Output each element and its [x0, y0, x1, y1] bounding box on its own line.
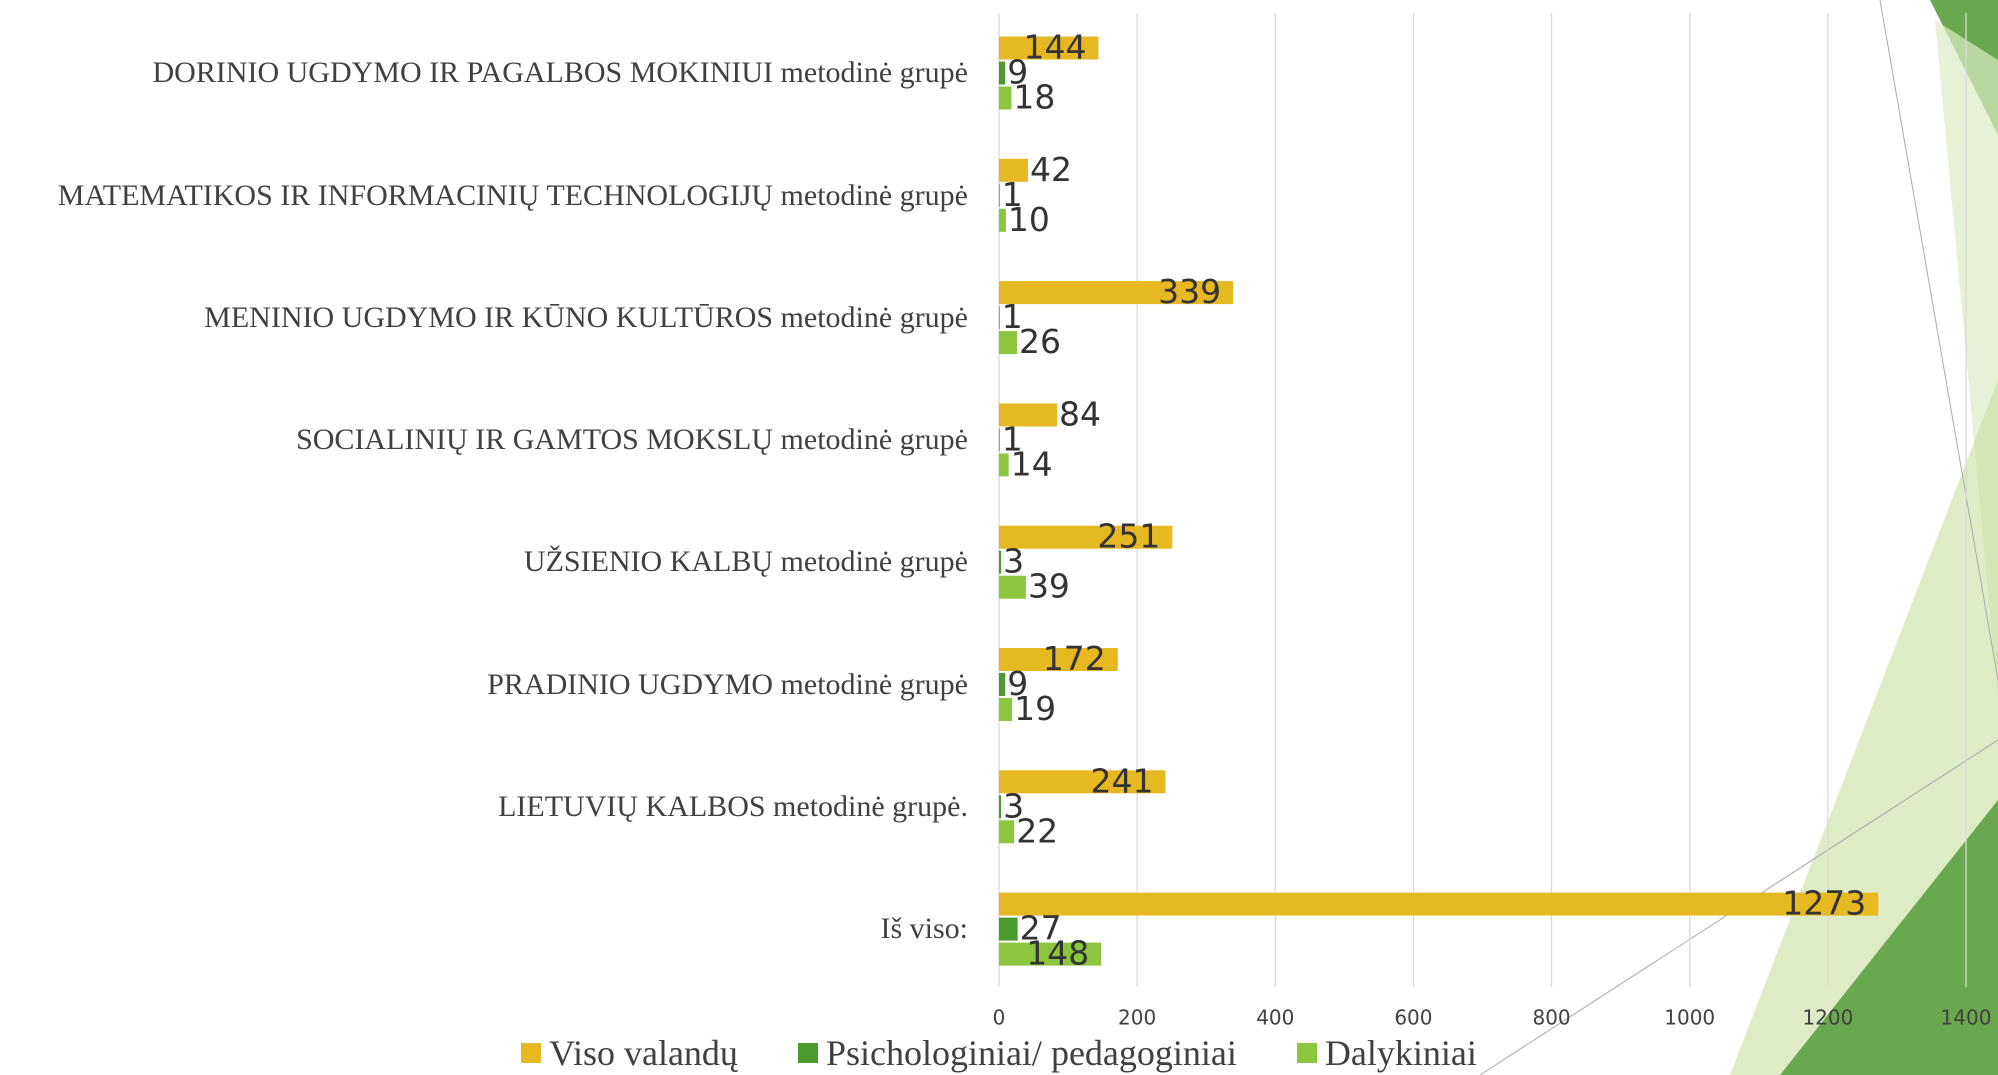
legend-swatch [1296, 1043, 1317, 1063]
bar [999, 428, 1000, 452]
decoration [1879, 0, 1998, 681]
category-label-box: UŽSIENIO KALBŲ metodinė grupė [524, 507, 968, 617]
bar [999, 158, 1029, 182]
category-label-box: DORINIO UGDYMO IR PAGALBOS MOKINIUI meto… [152, 18, 968, 128]
bar [999, 403, 1058, 427]
category-label-box: SOCIALINIŲ IR GAMTOS MOKSLŲ metodinė gru… [296, 385, 968, 495]
bar [999, 942, 1102, 966]
bar [999, 281, 1234, 305]
bar [999, 648, 1118, 671]
data-label: 339 [1158, 272, 1221, 311]
data-label: 26 [1019, 322, 1061, 361]
data-label: 172 [1043, 639, 1106, 678]
decoration [1780, 800, 1998, 1075]
data-label: 241 [1090, 761, 1153, 800]
data-label: 1 [1002, 297, 1023, 336]
bar [999, 917, 1018, 941]
data-label: 39 [1028, 567, 1070, 606]
category-label: LIETUVIŲ KALBOS metodinė grupė. [498, 790, 968, 824]
data-label: 1 [1002, 175, 1023, 214]
legend-label: Viso valandų [549, 1033, 738, 1073]
data-label: 1 [1002, 419, 1023, 458]
bar [999, 892, 1879, 916]
x-tick-label: 1000 [1664, 1006, 1715, 1030]
bar [999, 453, 1009, 477]
category-label-box: MATEMATIKOS IR INFORMACINIŲ TECHNOLOGIJŲ… [58, 140, 968, 250]
bar [999, 550, 1002, 574]
data-label: 18 [1013, 78, 1055, 117]
category-label-box: PRADINIO UGDYMO metodinė grupė [487, 630, 968, 740]
legend-swatch [521, 1043, 542, 1063]
legend-label: Psichologiniai/ pedagoginiai [825, 1033, 1237, 1073]
legend-item: Dalykiniai [1296, 1032, 1477, 1074]
legend-label: Dalykiniai [1324, 1033, 1477, 1073]
bar [999, 673, 1006, 696]
data-label: 3 [1003, 786, 1024, 825]
category-label: MATEMATIKOS IR INFORMACINIŲ TECHNOLOGIJŲ… [57, 178, 968, 212]
data-label: 148 [1026, 934, 1089, 973]
x-tick-label: 400 [1256, 1006, 1294, 1030]
data-label: 22 [1016, 811, 1058, 850]
category-label: PRADINIO UGDYMO metodinė grupė [487, 667, 968, 701]
bar [999, 795, 1002, 819]
bar [999, 86, 1012, 110]
x-tick-label: 600 [1394, 1006, 1432, 1030]
legend-swatch [797, 1043, 818, 1063]
data-label: 3 [1003, 542, 1024, 581]
bar [999, 525, 1173, 549]
bar [999, 698, 1013, 721]
x-tick-label: 1400 [1941, 1006, 1992, 1030]
bar [999, 820, 1015, 844]
category-label: MENINIO UGDYMO IR KŪNO KULTŪROS metodinė… [204, 300, 968, 334]
x-tick-label: 800 [1532, 1006, 1570, 1030]
data-label: 9 [1007, 53, 1028, 92]
data-label: 14 [1011, 444, 1053, 483]
data-label: 9 [1007, 664, 1028, 703]
data-label: 251 [1097, 517, 1160, 556]
category-label: Iš viso: [880, 912, 968, 946]
bar [999, 36, 1099, 60]
bar [999, 770, 1166, 794]
bar [999, 331, 1017, 355]
x-tick-label: 1200 [1802, 1006, 1853, 1030]
category-label: DORINIO UGDYMO IR PAGALBOS MOKINIUI meto… [152, 56, 968, 90]
category-label-box: LIETUVIŲ KALBOS metodinė grupė. [498, 752, 968, 862]
category-label: SOCIALINIŲ IR GAMTOS MOKSLŲ metodinė gru… [296, 423, 968, 457]
data-label: 42 [1030, 150, 1072, 189]
bar [999, 61, 1006, 85]
data-label: 27 [1020, 909, 1062, 948]
category-label-box: MENINIO UGDYMO IR KŪNO KULTŪROS metodinė… [204, 263, 968, 373]
legend-item: Viso valandų [521, 1032, 738, 1074]
x-tick-label: 200 [1118, 1006, 1156, 1030]
x-tick-label: 0 [993, 1006, 1006, 1030]
legend: Viso valandų Psichologiniai/ pedagoginiai… [0, 1032, 1998, 1074]
data-label: 10 [1008, 200, 1050, 239]
bar [999, 306, 1000, 330]
data-label: 1273 [1782, 884, 1866, 923]
bar [999, 183, 1000, 207]
data-label: 144 [1023, 28, 1086, 67]
category-label-box: Iš viso: [880, 874, 968, 984]
legend-item: Psichologiniai/ pedagoginiai [797, 1032, 1237, 1074]
bar [999, 208, 1006, 232]
data-label: 19 [1014, 689, 1056, 728]
data-label: 84 [1059, 394, 1101, 433]
category-label: UŽSIENIO KALBŲ metodinė grupė [523, 545, 968, 579]
bar [999, 575, 1026, 599]
